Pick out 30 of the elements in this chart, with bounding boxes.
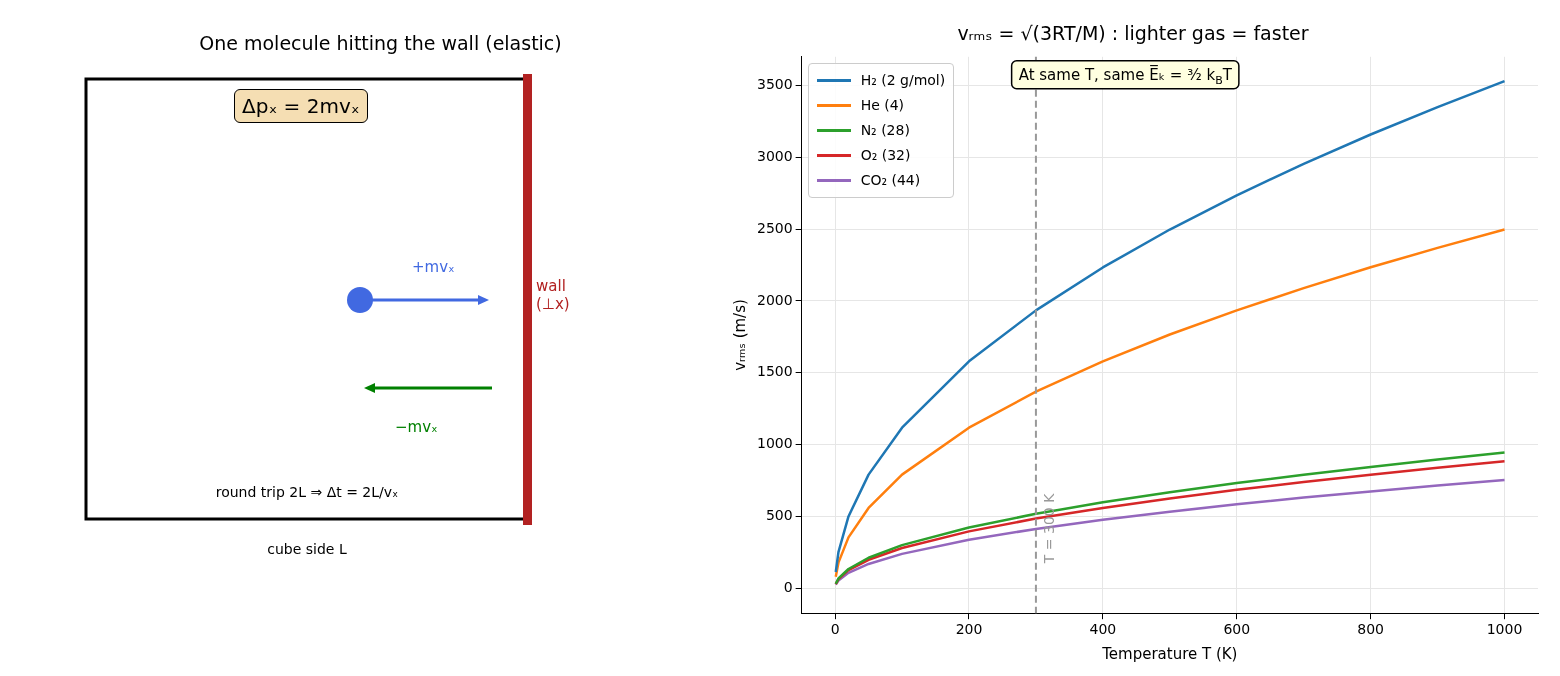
legend-label: N₂ (28) bbox=[860, 122, 910, 139]
legend-label: O₂ (32) bbox=[860, 147, 911, 164]
x-tick-label: 0 bbox=[830, 621, 840, 638]
y-tick-label: 3000 bbox=[756, 147, 793, 164]
text: −mvₓ bbox=[395, 418, 438, 436]
y-tick-label: 2500 bbox=[756, 219, 793, 236]
legend-label: H₂ (2 g/mol) bbox=[860, 72, 946, 89]
y-tick-label: 0 bbox=[783, 578, 793, 595]
text: cube side L bbox=[266, 541, 348, 557]
y-tick-label: 1500 bbox=[756, 363, 793, 380]
y-tick-label: 3500 bbox=[756, 76, 793, 93]
ref-line-label: T = 300 K bbox=[1040, 492, 1057, 565]
x-tick-label: 600 bbox=[1223, 621, 1251, 638]
y-tick-label: 2000 bbox=[756, 291, 793, 308]
text: round trip 2L ⇒ Δt = 2L/vₓ bbox=[214, 484, 400, 500]
text: Δpₓ = 2mvₓ bbox=[234, 89, 368, 123]
x-tick-label: 800 bbox=[1357, 621, 1385, 638]
chart-title: vᵣₘₛ = √(3RT/M) : lighter gas = faster bbox=[957, 22, 1309, 45]
y-axis-title: vᵣₘₛ (m/s) bbox=[730, 299, 749, 371]
y-tick-label: 500 bbox=[765, 506, 793, 523]
text: wall (⊥x) bbox=[536, 277, 571, 313]
legend-label: He (4) bbox=[860, 97, 905, 114]
x-tick-label: 1000 bbox=[1486, 621, 1523, 638]
x-tick-label: 400 bbox=[1089, 621, 1117, 638]
text: +mvₓ bbox=[412, 258, 455, 276]
legend-label: CO₂ (44) bbox=[860, 172, 921, 189]
x-axis-title: Temperature T (K) bbox=[1101, 644, 1238, 663]
text: One molecule hitting the wall (elastic) bbox=[198, 32, 563, 54]
x-tick-label: 200 bbox=[955, 621, 983, 638]
y-tick-label: 1000 bbox=[756, 435, 793, 452]
